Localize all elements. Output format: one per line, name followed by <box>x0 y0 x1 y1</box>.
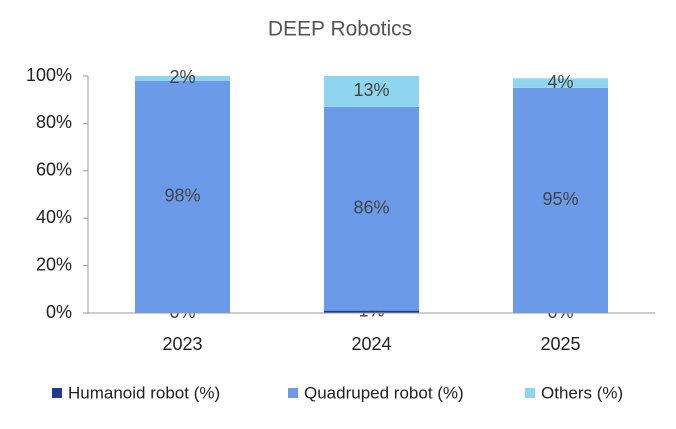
bar-segment <box>135 80 230 314</box>
x-tick-label: 2025 <box>540 334 580 354</box>
legend-label: Quadruped robot (%) <box>304 383 464 402</box>
legend-marker <box>52 388 62 398</box>
value-label: 2% <box>169 67 195 87</box>
legend-label: Others (%) <box>541 383 623 402</box>
bar-segment <box>324 106 419 311</box>
bar-segment <box>135 76 230 81</box>
bar-segment <box>513 78 608 88</box>
bar-segment <box>324 76 419 107</box>
value-label: 4% <box>547 72 573 92</box>
bar-segment <box>324 310 419 313</box>
y-tick-label: 100% <box>26 65 72 85</box>
value-label: 13% <box>353 80 389 100</box>
chart-title: DEEP Robotics <box>268 18 412 41</box>
y-tick-label: 80% <box>36 112 72 132</box>
x-tick-label: 2023 <box>162 334 202 354</box>
value-label: 95% <box>542 189 578 209</box>
x-tick-label: 2024 <box>351 334 391 354</box>
bar-segment <box>513 87 608 313</box>
y-tick-label: 0% <box>46 302 72 322</box>
legend-marker <box>525 388 535 398</box>
y-tick-label: 20% <box>36 254 72 274</box>
value-label: 86% <box>353 197 389 217</box>
legend-label: Humanoid robot (%) <box>68 383 220 402</box>
value-label: 98% <box>164 186 200 206</box>
legend-marker <box>288 388 298 398</box>
y-tick-label: 40% <box>36 207 72 227</box>
y-tick-label: 60% <box>36 160 72 180</box>
